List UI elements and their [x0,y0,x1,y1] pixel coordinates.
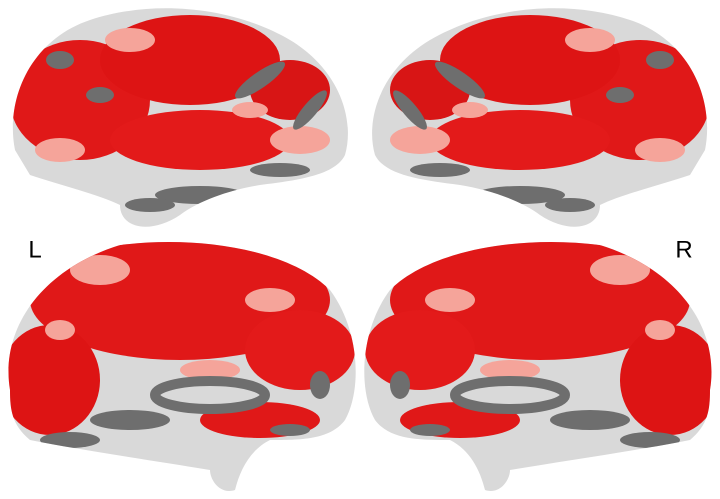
left-medial [0,240,356,491]
right-medial-surface [364,240,720,491]
hemisphere-label: R [675,236,692,263]
left-lateral [10,8,348,226]
hemisphere-label: L [28,236,41,263]
right-medial [364,240,720,491]
right-lateral [372,8,710,226]
right-lateral-surface [372,8,710,226]
